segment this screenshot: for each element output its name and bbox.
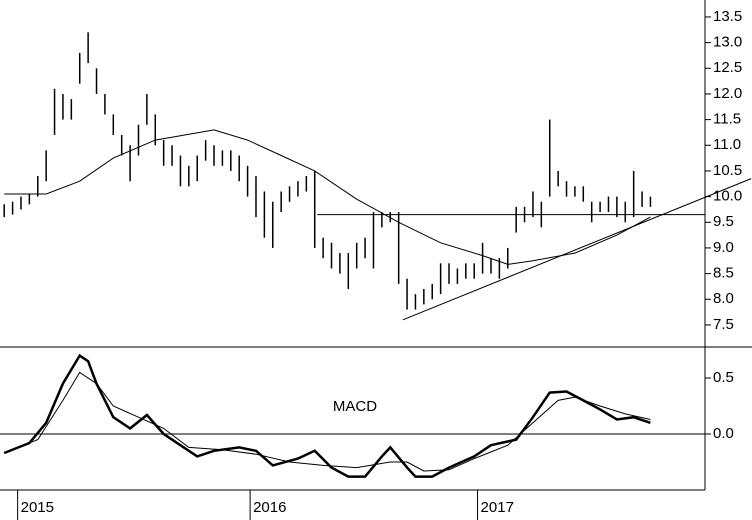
y-tick-label: 0.0 xyxy=(713,425,734,442)
y-tick-label: 0.5 xyxy=(713,369,734,386)
y-tick-label: 9.0 xyxy=(713,239,734,256)
y-tick-label: 9.5 xyxy=(713,213,734,230)
overlay-line xyxy=(4,129,651,265)
overlay-line xyxy=(402,178,752,321)
x-tick-label: 2016 xyxy=(253,499,286,516)
y-tick-label: 11.5 xyxy=(713,111,741,128)
macd-line xyxy=(3,353,651,478)
y-tick-label: 8.5 xyxy=(713,265,734,282)
annotation: MACD xyxy=(333,398,377,415)
x-tick-label: 2017 xyxy=(481,499,514,516)
y-tick-label: 10.5 xyxy=(713,162,742,179)
y-tick-label: 12.0 xyxy=(713,85,742,102)
y-tick-label: 11.0 xyxy=(713,136,741,153)
x-tick-label: 2015 xyxy=(21,499,54,516)
y-tick-label: 7.5 xyxy=(713,316,734,333)
y-tick-label: 13.5 xyxy=(713,8,742,25)
macd-line xyxy=(4,371,651,472)
y-tick-label: 8.0 xyxy=(713,290,734,307)
y-tick-label: 10.0 xyxy=(713,188,742,205)
y-tick-label: 12.5 xyxy=(713,59,742,76)
y-tick-label: 13.0 xyxy=(713,34,742,51)
